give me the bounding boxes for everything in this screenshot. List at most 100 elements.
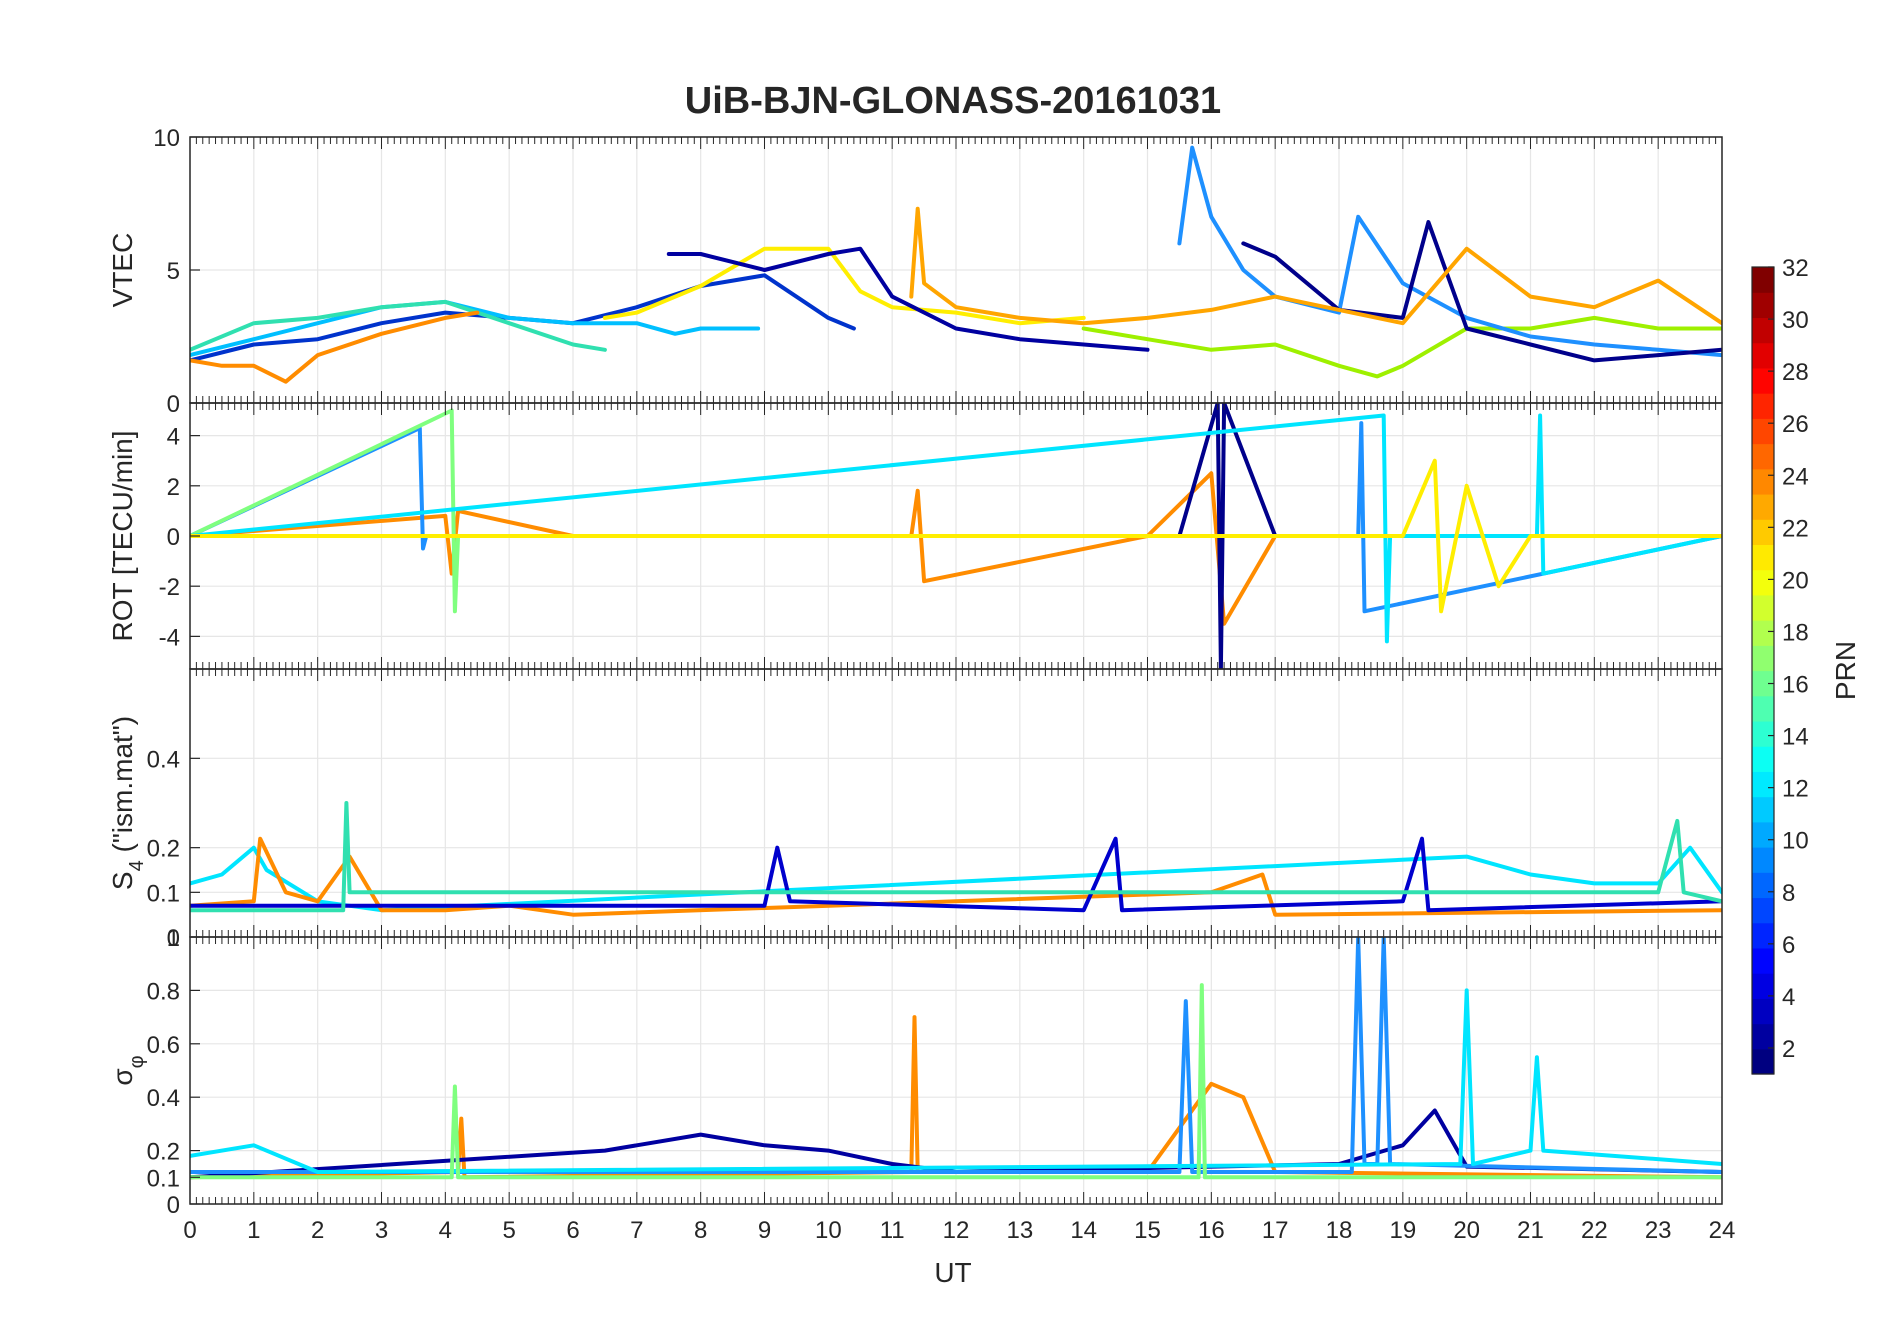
colorbar-segment [1752,771,1774,798]
series-line-3 [190,801,1722,913]
series-group [190,145,1722,384]
panel-2: 0 0.1 0.2 0.4S4 ("ism.mat") [107,668,1723,952]
x-tick-label: 6 [566,1217,579,1244]
series-line-4 [190,413,1722,644]
colorbar-frame [1751,266,1775,1075]
y-tick-label: 0.1 [147,880,180,907]
x-tick-label: 17 [1262,1217,1289,1244]
x-tick-label: 18 [1326,1217,1353,1244]
y-tick-label: 0.2 [147,1139,180,1166]
colorbar-segment [1752,947,1774,974]
series-line-6 [1081,315,1722,379]
colorbar-segment [1752,342,1774,369]
colorbar-segment [1752,872,1774,899]
series-line-7 [1177,145,1722,358]
y-tick-label: 0.2 [147,836,180,863]
y-tick-label: 0 [167,524,180,551]
colorbar-segment [1752,594,1774,621]
y-tick-label: 4 [167,424,180,451]
colorbar-segment [1752,821,1774,848]
y-tick-label: 2 [167,474,180,501]
y-tick-label: 0.8 [147,978,180,1005]
x-tick-label: 8 [694,1217,707,1244]
y-axis-label: VTEC [107,233,138,308]
panel-1: -4 -2 0 2 4 ROT [TECU/min] [107,402,1723,670]
y-axis-label: σφ [107,1055,148,1085]
series-line-2 [190,299,607,352]
colorbar-segment [1752,620,1774,646]
series-line-2 [190,836,1722,913]
colorbar-segment [1752,746,1774,772]
x-tick-label: 16 [1198,1217,1225,1244]
x-tick-label: 11 [880,1217,905,1244]
colorbar-label: PRN [1830,641,1861,700]
colorbar-segment [1752,670,1774,697]
x-tick-label: 21 [1517,1217,1544,1244]
colorbar-tick-label: 20 [1782,567,1809,594]
y-tick-label: 0 [167,925,180,952]
colorbar-segment [1752,998,1774,1025]
x-axis-label: UT [934,1257,971,1288]
y-tick-label: 0.1 [147,1165,180,1192]
series-group [190,937,1722,1180]
panel-0: 0 5 10 VTEC [107,125,1723,418]
x-tick-label: 9 [758,1217,771,1244]
colorbar-segment [1752,897,1774,924]
series-line-9 [909,206,1722,326]
series-line-5 [666,246,1150,352]
colorbar-tick-label: 28 [1782,359,1809,386]
y-tick-label: 0 [167,391,180,418]
colorbar-segment [1752,367,1774,394]
colorbar-tick-label: 26 [1782,411,1809,438]
y-tick-label: 10 [153,125,180,152]
series-line-1 [190,836,1722,917]
y-tick-label: -2 [159,574,180,601]
x-tick-label: 23 [1645,1217,1672,1244]
colorbar-segment [1752,418,1774,445]
colorbar-tick-label: 2 [1782,1036,1795,1063]
x-tick-label: 10 [815,1217,842,1244]
colorbar-segment [1752,569,1774,596]
colorbar-tick-label: 8 [1782,880,1795,907]
y-tick-label: 0 [167,1192,180,1219]
x-tick-label: 1 [247,1217,260,1244]
colorbar-segment [1752,443,1774,470]
series-line-0 [190,1015,1722,1180]
colorbar-segment [1752,267,1774,293]
series-line-4 [190,983,1722,1180]
series-line-0 [190,471,1722,626]
series-group [190,801,1722,917]
series-line-8 [1241,220,1722,363]
series-line-3 [190,988,1722,1174]
colorbar-segment [1752,519,1774,546]
colorbar-segment [1752,847,1774,873]
y-tick-label: 0.4 [147,1085,180,1112]
colorbar-segment [1752,544,1774,571]
colorbar-segment [1752,1023,1774,1050]
y-axis-label: S4 ("ism.mat") [107,716,148,890]
colorbar-tick-label: 32 [1782,255,1809,282]
grid [189,669,1723,938]
colorbar-tick-label: 30 [1782,307,1809,334]
colorbar-segment [1752,922,1774,949]
y-tick-label: 1 [167,925,180,952]
x-tick-label: 13 [1006,1217,1033,1244]
series-line-2 [190,937,1722,1174]
colorbar-tick-label: 6 [1782,932,1795,959]
colorbar-tick-label: 4 [1782,984,1795,1011]
colorbar-segment [1752,468,1774,495]
x-tick-label: 7 [630,1217,643,1244]
x-tick-label: 3 [375,1217,388,1244]
x-tick-label: 4 [439,1217,452,1244]
colorbar-segment [1752,393,1774,419]
series-line-5 [190,458,1722,614]
y-tick-label: 0.4 [147,746,180,773]
x-tick-label: 15 [1134,1217,1161,1244]
x-tick-label: 2 [311,1217,324,1244]
y-tick-label: 0.6 [147,1032,180,1059]
colorbar-tick-label: 14 [1782,724,1809,751]
x-tick-label: 14 [1070,1217,1097,1244]
